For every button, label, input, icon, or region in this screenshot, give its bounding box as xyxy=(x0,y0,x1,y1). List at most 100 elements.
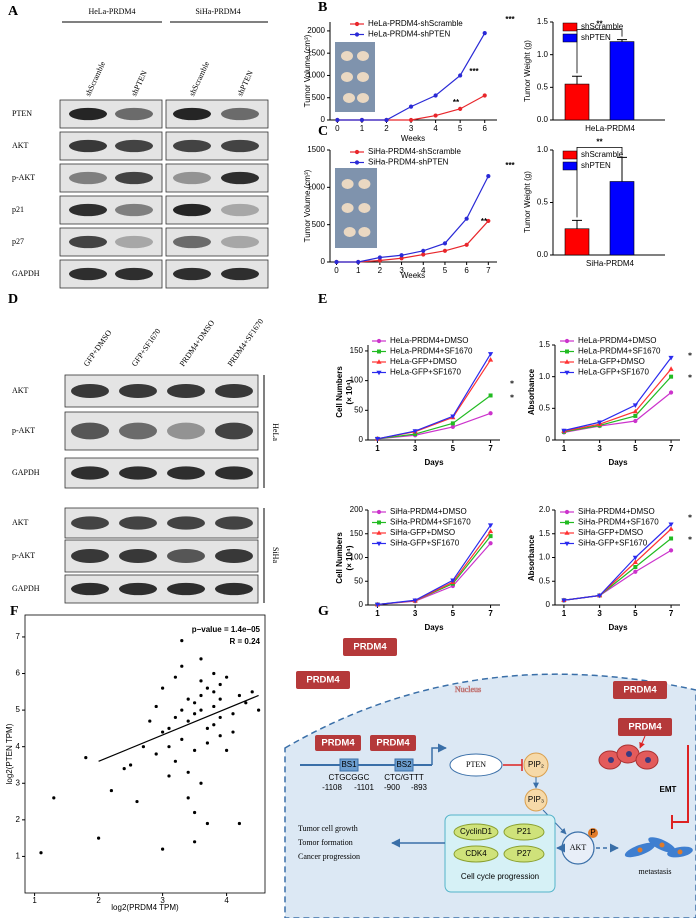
row-label: AKT xyxy=(12,518,29,527)
y-axis-label: Tumor Volume (cm³) xyxy=(303,169,312,242)
emt-arrow xyxy=(672,745,689,823)
annotation: * xyxy=(688,535,692,544)
y-tick-label: 0 xyxy=(546,435,551,444)
y-tick-label: 50 xyxy=(354,405,363,414)
blot-band xyxy=(119,582,157,596)
blot-band xyxy=(173,267,211,281)
point xyxy=(161,730,165,734)
pip2-label: PIP₂ xyxy=(528,760,544,769)
row-label: GAPDH xyxy=(12,468,40,477)
marker xyxy=(374,602,381,608)
blot-band xyxy=(221,107,259,121)
legend-label: shScramble xyxy=(581,22,624,31)
legend-label: SiHa-GFP+SF1670 xyxy=(390,539,460,548)
annotation: ** xyxy=(596,20,603,29)
marker xyxy=(356,259,361,265)
point xyxy=(218,715,222,720)
lane-label: PRDM4+SF1670 xyxy=(226,317,266,368)
tumor xyxy=(343,227,356,237)
blot-band xyxy=(221,139,259,153)
y-tick-label: 0.5 xyxy=(539,576,551,585)
point xyxy=(154,704,158,709)
x-axis-label: Days xyxy=(424,623,444,632)
point xyxy=(173,675,177,679)
blot-band xyxy=(173,235,211,249)
point xyxy=(199,708,203,712)
tumor xyxy=(358,203,371,213)
blot-band xyxy=(119,466,157,480)
legend-label: HeLa-PRDM4+DMSO xyxy=(390,336,468,345)
row-label: p21 xyxy=(12,205,24,214)
panel-label: A xyxy=(8,4,19,19)
row-label: p-AKT xyxy=(12,173,35,182)
point xyxy=(186,796,190,800)
row-label: GAPDH xyxy=(12,584,40,593)
x-tick-label: 5 xyxy=(451,609,456,618)
marker xyxy=(565,349,569,354)
x-tick-label: 5 xyxy=(633,609,638,618)
y-tick-label: 1.0 xyxy=(537,50,549,59)
x-axis-label: log2(PRDM4 TPM) xyxy=(111,903,179,912)
marker xyxy=(565,520,569,525)
marker xyxy=(486,174,491,179)
site-position: -1108 xyxy=(322,783,342,792)
point xyxy=(212,671,216,676)
phospho-label: P xyxy=(590,828,595,837)
marker xyxy=(413,432,418,437)
y-tick-label: 1.5 xyxy=(539,340,551,349)
blot-band xyxy=(215,516,253,530)
marker xyxy=(377,349,381,354)
row-label: GAPDH xyxy=(12,269,40,278)
blot-band xyxy=(173,171,211,185)
emt-label: EMT xyxy=(660,785,677,794)
series-line xyxy=(563,538,672,601)
point xyxy=(205,726,209,730)
y-tick-label: 6 xyxy=(16,669,21,678)
series-line xyxy=(563,376,672,433)
lane-label: shPTEN xyxy=(235,69,255,98)
point xyxy=(180,639,184,643)
legend-label: HeLa-PRDM4+SF1670 xyxy=(390,347,473,356)
protein-box xyxy=(296,671,350,689)
x-tick-label: 1 xyxy=(360,124,365,133)
bar xyxy=(564,228,590,256)
marker xyxy=(464,242,469,247)
blot-band xyxy=(221,203,259,217)
marker xyxy=(450,578,456,584)
point xyxy=(218,697,222,701)
point xyxy=(237,821,241,826)
blot-band xyxy=(69,139,107,153)
y-axis-label: Cell Numbers xyxy=(335,532,344,584)
panel-label: C xyxy=(318,124,328,139)
panel-label: F xyxy=(10,604,19,619)
row-label: AKT xyxy=(12,141,29,150)
blot-band xyxy=(69,107,107,121)
blot-band xyxy=(69,171,107,185)
blot-band xyxy=(115,267,153,281)
panel-label: E xyxy=(318,292,327,307)
point xyxy=(167,774,171,778)
marker xyxy=(335,117,340,123)
marker xyxy=(376,370,382,376)
protein-box xyxy=(613,681,667,699)
point xyxy=(180,708,184,712)
y-tick-label: 200 xyxy=(350,505,364,514)
x-tick-label: 1 xyxy=(375,609,380,618)
blot-band xyxy=(167,516,205,530)
point xyxy=(186,697,190,701)
blot-band xyxy=(71,422,109,440)
marker xyxy=(458,73,463,78)
legend-label: SiHa-PRDM4+DMSO xyxy=(578,507,655,516)
significance-bracket xyxy=(576,146,623,218)
binding-site xyxy=(394,758,414,772)
y-tick-label: 2000 xyxy=(307,26,325,35)
blot-band xyxy=(115,171,153,185)
y-tick-label: 0 xyxy=(321,115,326,124)
blot-band xyxy=(215,466,253,480)
y-tick-label: 2 xyxy=(16,815,21,824)
marker xyxy=(668,548,674,553)
point xyxy=(218,734,222,738)
marker xyxy=(377,258,382,263)
x-axis-label: Days xyxy=(424,458,444,467)
protein-label: PRDM4 xyxy=(623,685,657,696)
